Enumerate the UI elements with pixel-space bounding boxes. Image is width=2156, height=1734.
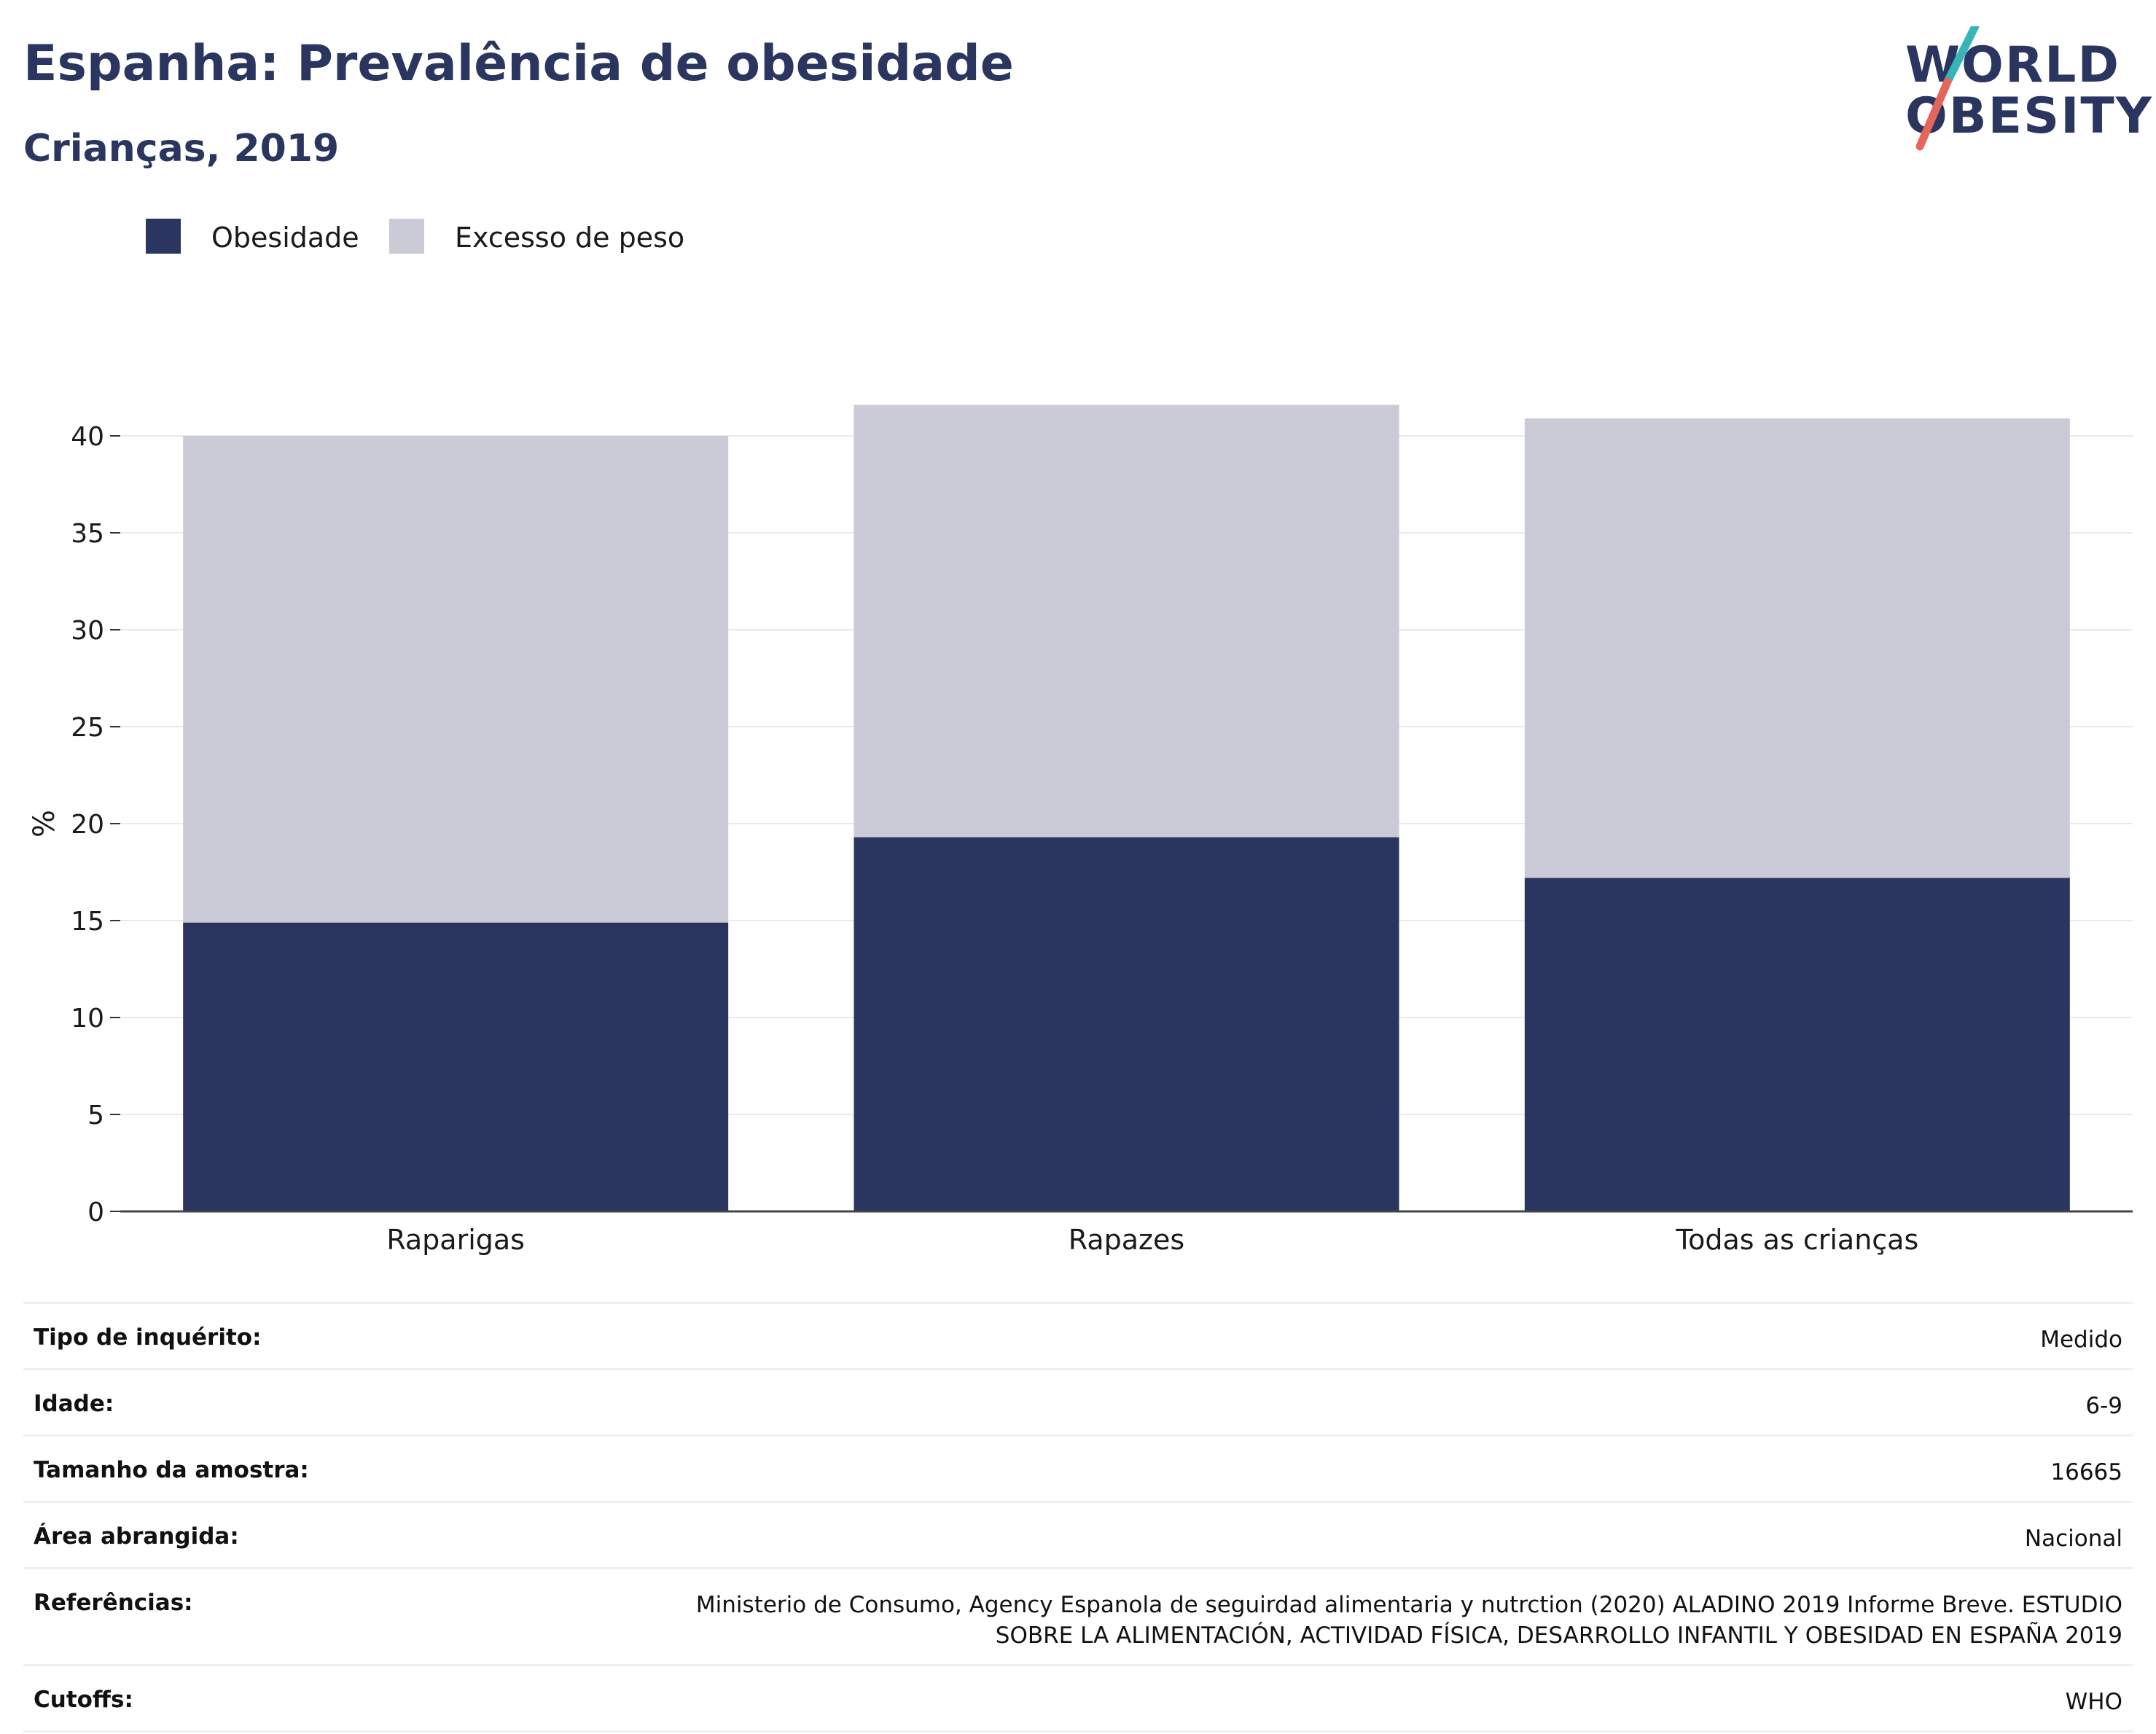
y-tick-label: 10 <box>71 1004 104 1034</box>
info-value: Ministerio de Consumo, Agency Espanola d… <box>695 1592 2122 1649</box>
info-row-sample-size: Tamanho da amostra: 16665 <box>23 1434 2133 1501</box>
y-tick-label: 25 <box>71 713 104 743</box>
x-tick-label: Todas as crianças <box>1675 1224 1918 1256</box>
bar-segment-excesso-de-peso <box>183 436 729 923</box>
info-value: 16665 <box>2050 1459 2122 1485</box>
bar-segment-obesidade <box>1524 878 2070 1211</box>
stacked-bar-chart: 0 5 10 15 20 25 30 35 40% Raparigas Rapazes Todas a… <box>28 405 2133 1256</box>
info-value: Medido <box>2040 1327 2122 1353</box>
y-tick-label: 20 <box>71 810 104 840</box>
y-tick-label: 0 <box>87 1198 104 1227</box>
info-row-cutoffs: Cutoffs: WHO <box>23 1664 2133 1733</box>
x-tick-label: Rapazes <box>1069 1224 1184 1256</box>
info-value: WHO <box>2065 1689 2122 1715</box>
y-tick-label: 40 <box>71 422 104 452</box>
info-row-references: Referências: Ministerio de Consumo, Agen… <box>23 1567 2133 1664</box>
info-label: Tipo de inquérito: <box>34 1324 262 1351</box>
bar-segment-obesidade <box>854 837 1399 1211</box>
info-row-area: Área abrangida: Nacional <box>23 1501 2133 1567</box>
page-title: Espanha: Prevalência de obesidade <box>23 35 1014 93</box>
bar-segment-obesidade <box>183 922 729 1211</box>
legend-swatch-obesidade <box>146 219 181 254</box>
x-tick-label: Raparigas <box>386 1224 525 1256</box>
info-row-survey-type: Tipo de inquérito: Medido <box>23 1302 2133 1368</box>
info-label: Tamanho da amostra: <box>34 1457 309 1483</box>
y-tick-label: 35 <box>71 519 104 549</box>
logo-text-obesity: OBESITY <box>1905 87 2153 145</box>
logo-slash-icon <box>1915 26 1980 151</box>
info-label: Cutoffs: <box>34 1687 133 1713</box>
info-label: Idade: <box>34 1391 114 1417</box>
y-tick-label: 5 <box>87 1101 104 1130</box>
info-value: 6-9 <box>2085 1393 2122 1419</box>
info-label: Referências: <box>34 1590 193 1616</box>
world-obesity-logo: WORLD OBESITY <box>1902 26 2152 157</box>
legend-label-obesidade: Obesidade <box>211 222 359 254</box>
info-value: Nacional <box>2024 1526 2122 1552</box>
bar-segment-excesso-de-peso <box>854 405 1399 837</box>
logo-text-world: WORLD <box>1905 36 2120 94</box>
info-row-age: Idade: 6-9 <box>23 1368 2133 1434</box>
legend-swatch-excesso-de-peso <box>389 219 424 254</box>
legend-label-excesso-de-peso: Excesso de peso <box>455 222 685 254</box>
page-subtitle: Crianças, 2019 <box>23 127 340 171</box>
bar-segment-excesso-de-peso <box>1524 418 2070 878</box>
info-table: Tipo de inquérito: Medido Idade: 6-9 Tam… <box>23 1302 2133 1733</box>
y-axis-label: % <box>28 810 61 837</box>
y-tick-label: 15 <box>71 907 104 937</box>
info-label: Área abrangida: <box>34 1523 239 1550</box>
y-tick-label: 30 <box>71 616 104 646</box>
